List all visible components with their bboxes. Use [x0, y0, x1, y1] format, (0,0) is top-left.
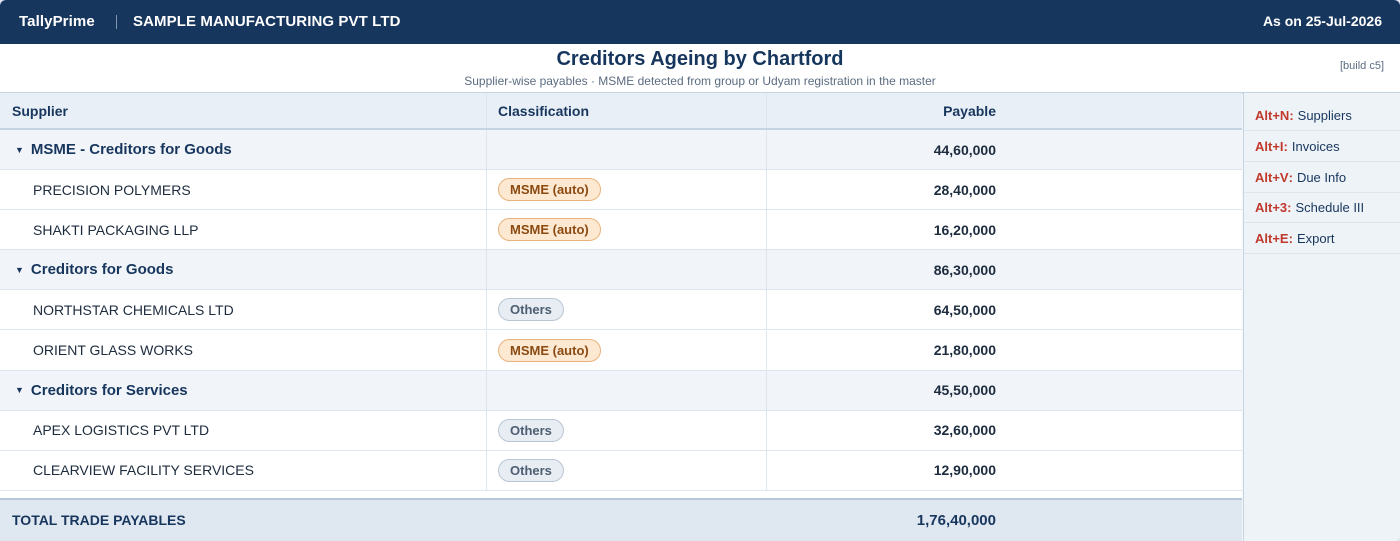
shortcut-label: Suppliers: [1297, 108, 1352, 123]
supplier-name[interactable]: ORIENT GLASS WORKS: [0, 331, 486, 370]
payable-amount: 45,50,000: [766, 370, 1242, 410]
shortcut-export[interactable]: Alt+E: Export: [1244, 224, 1400, 255]
supplier-name[interactable]: APEX LOGISTICS PVT LTD: [0, 411, 486, 450]
payable-amount: 28,40,000: [766, 170, 1242, 210]
collapse-caret-icon[interactable]: ▼: [15, 144, 24, 155]
group-name[interactable]: ▼ Creditors for Services: [0, 371, 486, 410]
shortcut-schedule-iii[interactable]: Alt+3: Schedule III: [1244, 193, 1400, 224]
as-on-date[interactable]: As on 25-Jul-2026: [1262, 13, 1382, 29]
supplier-name[interactable]: NORTHSTAR CHEMICALS LTD: [0, 290, 486, 329]
classification-badge: MSME (auto): [498, 338, 601, 362]
table-row[interactable]: ORIENT GLASS WORKS MSME (auto) 21,80,000: [0, 330, 1242, 371]
shortcut-due-info[interactable]: Alt+V: Due Info: [1244, 163, 1400, 193]
row-label: MSME - Creditors for Goods: [30, 141, 232, 158]
row-label: APEX LOGISTICS PVT LTD: [33, 422, 210, 439]
payable-amount: 12,90,000: [766, 450, 1242, 490]
classification-badge: Others: [498, 458, 564, 482]
report-title: Creditors Ageing by Chartford: [556, 48, 844, 70]
supplier-name[interactable]: PRECISION POLYMERS: [0, 170, 486, 209]
shortcut-suppliers[interactable]: Alt+N: Suppliers: [1244, 101, 1400, 131]
shortcut-label: Export: [1296, 231, 1335, 247]
build-tag: [build c5]: [1339, 60, 1384, 72]
shortcut-label: Invoices: [1291, 138, 1340, 154]
classification-cell: [486, 370, 766, 410]
shortcut-key: Alt+3: [1255, 200, 1288, 216]
total-payable: 1,76,40,000: [766, 500, 1242, 540]
row-label: Creditors for Goods: [30, 261, 174, 279]
company-name[interactable]: SAMPLE MANUFACTURING PVT LTD: [133, 13, 401, 30]
total-row: TOTAL TRADE PAYABLES 1,76,40,000: [0, 498, 1242, 541]
payable-amount: 16,20,000: [766, 210, 1242, 250]
group-row[interactable]: ▼ MSME - Creditors for Goods 44,60,000: [0, 130, 1242, 170]
classification-badge: Others: [498, 418, 564, 442]
classification-badge: MSME (auto): [498, 218, 601, 242]
row-label: PRECISION POLYMERS: [33, 181, 191, 198]
shortcut-label: Schedule III: [1295, 200, 1365, 216]
classification-cell: Others: [486, 450, 766, 490]
table-row[interactable]: NORTHSTAR CHEMICALS LTD Others 64,50,000: [0, 290, 1242, 331]
shortcut-invoices[interactable]: Alt+I: Invoices: [1244, 132, 1400, 162]
payable-amount: 32,60,000: [766, 410, 1242, 450]
payable-amount: 64,50,000: [766, 290, 1242, 330]
shortcut-colon: :: [1288, 169, 1293, 185]
shortcut-panel: Alt+N: Suppliers Alt+I: Invoices Alt+V: Due I…: [1243, 93, 1400, 541]
shortcut-key: Alt+E: [1255, 231, 1289, 247]
table-row[interactable]: APEX LOGISTICS PVT LTD Others 32,60,000: [0, 410, 1242, 451]
shortcut-colon: :: [1283, 138, 1288, 154]
brand-divider: [116, 15, 117, 29]
app-brand: TallyPrime: [19, 13, 95, 30]
table-row[interactable]: SHAKTI PACKAGING LLP MSME (auto) 16,20,000: [0, 210, 1242, 251]
row-label: ORIENT GLASS WORKS: [33, 342, 193, 358]
shortcut-key: Alt+N: [1255, 108, 1290, 123]
row-label: SHAKTI PACKAGING LLP: [33, 221, 199, 238]
group-name[interactable]: ▼ MSME - Creditors for Goods: [0, 130, 486, 169]
payables-table: Supplier Classification Payable ▼ MSME - …: [0, 93, 1242, 541]
table-row[interactable]: PRECISION POLYMERS MSME (auto) 28,40,000: [0, 170, 1242, 211]
total-classification-cell: [486, 500, 766, 540]
classification-badge: MSME (auto): [498, 178, 601, 202]
shortcut-key: Alt+I: [1255, 138, 1284, 154]
classification-cell: [486, 130, 766, 169]
report-header: Creditors Ageing by Chartford Supplier-w…: [0, 44, 1400, 94]
classification-cell: Others: [486, 290, 766, 330]
classification-cell: [486, 250, 766, 290]
supplier-name[interactable]: SHAKTI PACKAGING LLP: [0, 210, 486, 249]
group-row[interactable]: ▼ Creditors for Services 45,50,000: [0, 370, 1242, 411]
table-row[interactable]: CLEARVIEW FACILITY SERVICES Others 12,90,0…: [0, 450, 1242, 491]
column-header-supplier[interactable]: Supplier: [12, 102, 69, 119]
payable-amount: 44,60,000: [766, 130, 1242, 169]
supplier-name[interactable]: CLEARVIEW FACILITY SERVICES: [0, 451, 486, 490]
classification-badge: Others: [498, 298, 564, 322]
column-header-classification[interactable]: Classification: [486, 93, 766, 128]
classification-cell: MSME (auto): [486, 170, 766, 210]
table-header: Supplier Classification Payable: [0, 93, 1242, 130]
shortcut-colon: :: [1289, 108, 1294, 123]
shortcut-colon: :: [1288, 231, 1293, 247]
shortcut-key: Alt+V: [1255, 169, 1289, 185]
collapse-caret-icon[interactable]: ▼: [15, 385, 24, 396]
classification-cell: MSME (auto): [486, 210, 766, 250]
top-bar: TallyPrime SAMPLE MANUFACTURING PVT LTD …: [0, 0, 1400, 44]
group-name[interactable]: ▼ Creditors for Goods: [0, 250, 486, 289]
shortcut-label: Due Info: [1296, 169, 1347, 185]
payable-amount: 86,30,000: [766, 250, 1242, 290]
shortcut-colon: :: [1287, 200, 1292, 216]
classification-cell: MSME (auto): [486, 330, 766, 370]
classification-cell: Others: [486, 410, 766, 450]
column-header-payable[interactable]: Payable: [766, 93, 1242, 128]
row-label: NORTHSTAR CHEMICALS LTD: [33, 301, 234, 318]
total-label: TOTAL TRADE PAYABLES: [12, 512, 186, 528]
group-row[interactable]: ▼ Creditors for Goods 86,30,000: [0, 250, 1242, 291]
payable-amount: 21,80,000: [766, 330, 1242, 370]
report-subtitle: Supplier-wise payables · MSME detected f…: [464, 74, 936, 88]
collapse-caret-icon[interactable]: ▼: [15, 264, 24, 275]
row-label: CLEARVIEW FACILITY SERVICES: [33, 462, 254, 479]
row-label: Creditors for Services: [30, 381, 188, 399]
